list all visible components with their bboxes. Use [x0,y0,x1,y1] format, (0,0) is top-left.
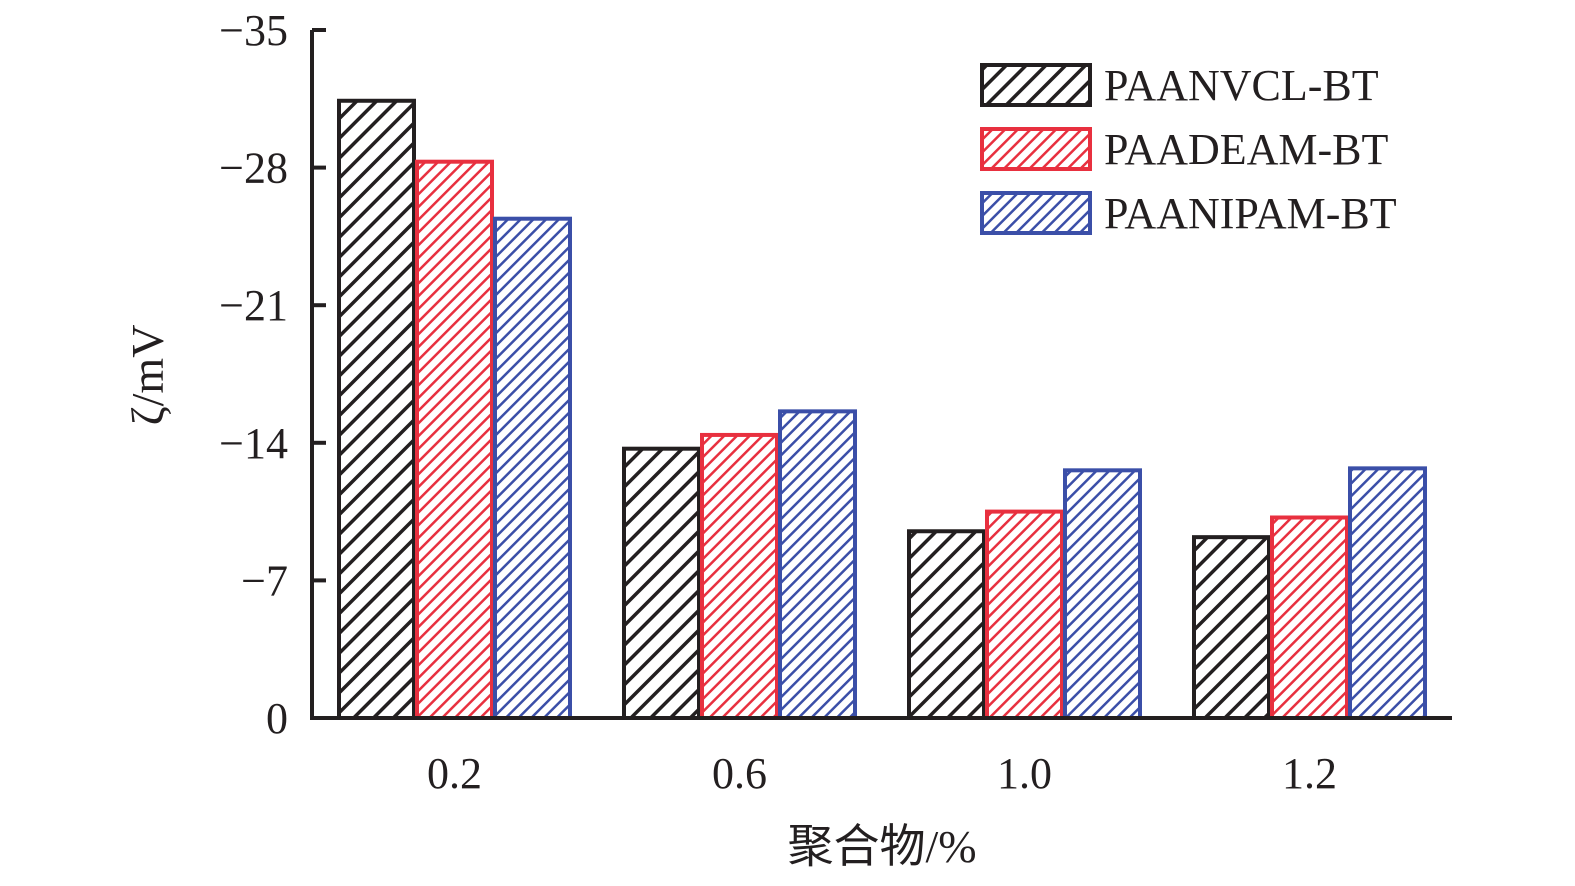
bars-layer [337,98,1427,721]
y-tick-label: −14 [219,419,288,468]
y-axis: 0 −7 −14 −21 −28 −35 [219,6,326,743]
legend-swatch-paanvcl-bt [980,63,1092,107]
bar-paadeam-bt-1-2 [1270,515,1349,720]
legend: PAANVCL-BT PAADEAM-BT PAANIPAM-BT [980,61,1397,238]
bar-paanvcl-bt-1-2 [1192,535,1271,721]
legend-swatch-paadeam-bt [980,127,1092,171]
x-tick-label: 1.0 [997,749,1052,798]
legend-label-paanvcl-bt: PAANVCL-BT [1104,61,1379,110]
y-tick-label: −7 [241,556,288,605]
legend-label-paanipam-bt: PAANIPAM-BT [1104,189,1397,238]
bar-paadeam-bt-0-6 [700,432,779,720]
bar-paanvcl-bt-1-0 [907,529,986,720]
x-axis-title: 聚合物/% [787,821,976,872]
y-tick-label: −35 [219,6,288,55]
bar-paanipam-bt-0-2 [493,216,572,721]
legend-swatch-paanipam-bt [980,191,1092,235]
bar-paanvcl-bt-0-6 [622,446,701,720]
x-axis: 0.2 0.6 1.0 1.2 [310,716,1452,798]
x-tick-label: 1.2 [1282,749,1337,798]
bar-paadeam-bt-0-2 [415,159,494,720]
bar-paanipam-bt-0-6 [778,409,857,720]
bar-paanipam-bt-1-2 [1348,466,1427,720]
y-axis-title: ζ/mV [122,325,173,426]
bar-paadeam-bt-1-0 [985,509,1064,720]
legend-label-paadeam-bt: PAADEAM-BT [1104,125,1389,174]
y-tick-label: −21 [219,281,288,330]
x-tick-label: 0.2 [427,749,482,798]
bar-paanvcl-bt-0-2 [337,98,416,721]
bar-paanipam-bt-1-0 [1063,468,1142,720]
x-tick-label: 0.6 [712,749,767,798]
y-tick-label: −28 [219,144,288,193]
y-tick-label: 0 [266,694,288,743]
